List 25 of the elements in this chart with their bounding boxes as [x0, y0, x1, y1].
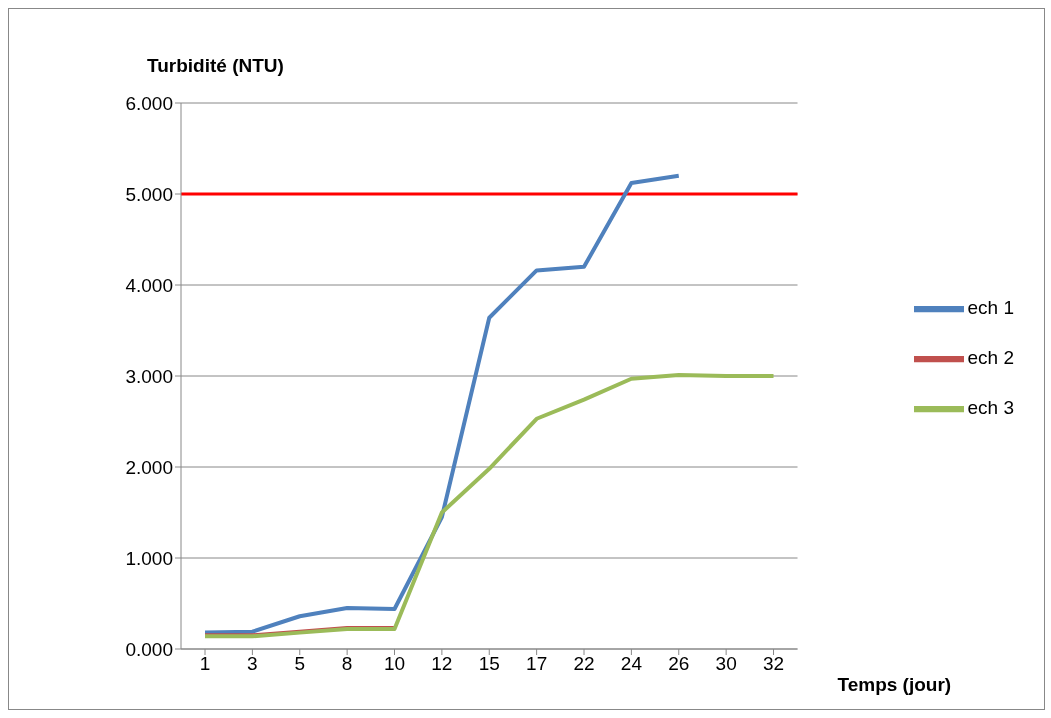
x-tick-label: 12 — [431, 653, 453, 675]
x-tick-label: 22 — [573, 653, 595, 675]
y-tick-label: 6.000 — [125, 92, 173, 114]
y-tick-label: 2.000 — [125, 456, 173, 478]
x-tick-label: 10 — [383, 653, 406, 675]
x-tick-label: 26 — [668, 653, 690, 675]
x-tick-label: 24 — [620, 653, 643, 675]
y-tick-label: 5.000 — [125, 183, 173, 205]
x-tick-label: 32 — [762, 653, 785, 675]
x-tick-label: 3 — [247, 653, 258, 675]
x-axis-title: Temps (jour) — [837, 674, 952, 696]
y-tick-label: 1.000 — [125, 547, 173, 569]
y-tick-label: 0.000 — [125, 638, 173, 660]
x-tick-label: 1 — [199, 653, 211, 675]
legend-label: ech 2 — [967, 347, 1014, 369]
legend-label: ech 1 — [967, 297, 1014, 319]
legend-label: ech 3 — [967, 397, 1014, 419]
y-tick-label: 4.000 — [125, 274, 173, 296]
x-tick-label: 8 — [341, 653, 353, 675]
x-tick-label: 5 — [294, 653, 306, 675]
x-tick-label: 30 — [715, 653, 737, 675]
x-tick-label: 17 — [526, 653, 548, 675]
x-tick-label: 15 — [478, 653, 500, 675]
y-tick-label: 3.000 — [125, 365, 173, 387]
y-axis-title: Turbidité (NTU) — [147, 55, 284, 77]
